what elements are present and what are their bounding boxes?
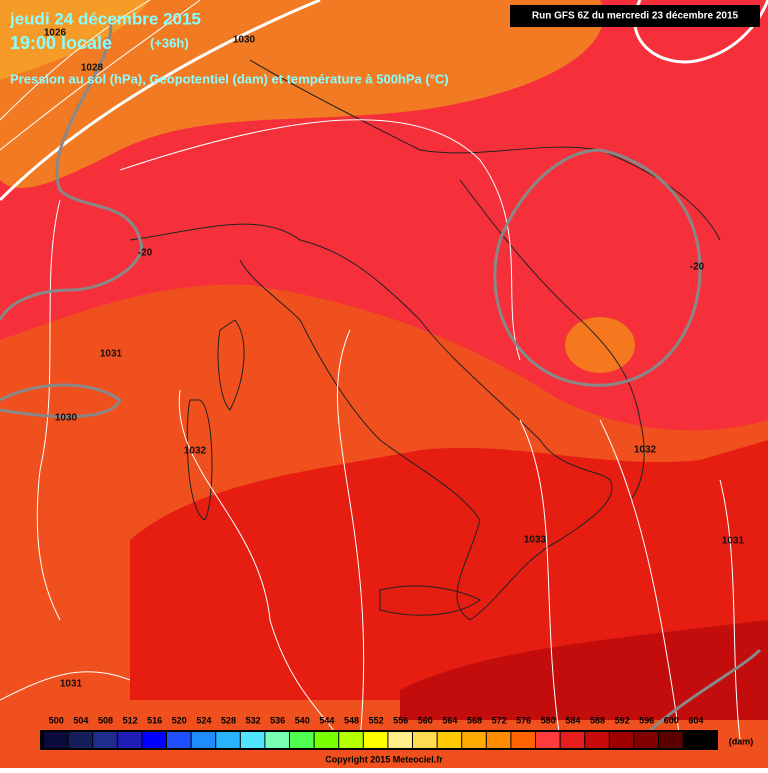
legend-swatch: [216, 732, 240, 748]
legend-label: 528: [221, 715, 236, 725]
legend-label: 536: [270, 715, 285, 725]
legend-swatch: [560, 732, 585, 748]
legend-swatch: [437, 732, 462, 748]
run: Run GFS 6Z du mercredi 23 décembre 2015: [532, 11, 739, 22]
legend-swatch: [609, 732, 634, 748]
legend-label: 516: [147, 715, 162, 725]
legend-label: 572: [492, 715, 507, 725]
run-box: [510, 5, 760, 27]
legend-label: 548: [344, 715, 359, 725]
legend-label: 604: [688, 715, 703, 725]
isotherm-label: -20: [690, 262, 705, 273]
legend-label: 500: [49, 715, 64, 725]
legend-swatch: [93, 732, 117, 748]
legend-label: 560: [418, 715, 433, 725]
warm-spot: [565, 317, 635, 373]
legend-swatch: [683, 732, 708, 748]
legend-swatch: [511, 732, 535, 748]
legend-swatch: [486, 732, 511, 748]
legend-swatch: [240, 732, 265, 748]
legend-swatch: [536, 732, 560, 748]
isobar-label: 1028: [81, 63, 104, 74]
legend-label: 552: [369, 715, 384, 725]
legend-swatch: [388, 732, 412, 748]
isobar-label: 1032: [184, 446, 207, 457]
legend-label: 580: [541, 715, 556, 725]
copyright: Copyright 2015 Meteociel.fr: [325, 754, 443, 764]
legend-label: 600: [664, 715, 679, 725]
legend-swatch: [191, 732, 216, 748]
legend-label: 512: [123, 715, 138, 725]
isobar-label: 1033: [524, 535, 547, 546]
isotherms: [0, 19, 762, 742]
lead: (+36h): [150, 35, 189, 50]
isobar-label: 1030: [55, 413, 78, 424]
zone-corner: [0, 0, 150, 80]
legend-unit: (dam): [729, 736, 754, 746]
zone-lower: [130, 440, 768, 700]
isobar-label: 1031: [100, 349, 123, 360]
legend-label: 576: [516, 715, 531, 725]
isobar-label: 1026: [44, 28, 67, 39]
legend-label: 592: [615, 715, 630, 725]
legend-swatch: [142, 732, 166, 748]
legend-label: 588: [590, 715, 605, 725]
legend-label: 564: [442, 715, 457, 725]
legend-swatch: [339, 732, 363, 748]
isotherm-label: -20: [138, 248, 153, 259]
isobars: [0, 0, 741, 741]
legend-swatch: [167, 732, 191, 748]
legend-label: 584: [565, 715, 580, 725]
date: jeudi 24 décembre 2015: [9, 9, 201, 28]
legend-swatch: [413, 732, 437, 748]
zone-bottom: [400, 620, 768, 720]
isobar-label: 1032: [634, 445, 657, 456]
legend-swatch: [68, 732, 93, 748]
legend-label: 556: [393, 715, 408, 725]
legend-label: 544: [319, 715, 334, 725]
legend-label: 524: [196, 715, 211, 725]
isobar-label: 1031: [722, 536, 745, 547]
legend-swatch: [634, 732, 658, 748]
legend-swatch: [44, 732, 68, 748]
legend-label: 568: [467, 715, 482, 725]
isobar-label: 1030: [233, 35, 256, 46]
legend-label: 532: [246, 715, 261, 725]
subtitle: Pression au sol (hPa), Geopotentiel (dam…: [10, 71, 449, 86]
zone-top: [0, 0, 604, 189]
legend-swatch: [659, 732, 683, 748]
legend-swatch: [290, 732, 314, 748]
legend-label: 508: [98, 715, 113, 725]
legend-swatch: [462, 732, 486, 748]
legend-label: 504: [73, 715, 88, 725]
legend-swatch: [314, 732, 339, 748]
time: 19:00 locale: [10, 33, 112, 53]
legend-swatch: [265, 732, 289, 748]
legend-label: 596: [639, 715, 654, 725]
legend-swatch: [117, 732, 142, 748]
legend-label: 540: [295, 715, 310, 725]
legend-swatch: [585, 732, 609, 748]
legend-label: 520: [172, 715, 187, 725]
isobar-label: 1031: [60, 679, 83, 690]
legend-swatch: [363, 732, 388, 748]
